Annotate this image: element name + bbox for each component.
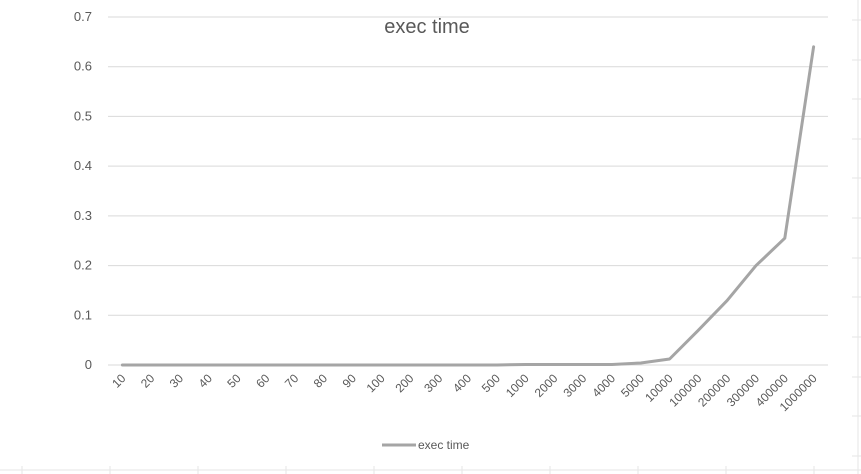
y-tick-label: 0.5 [74, 108, 92, 123]
x-tick-label: 3000 [561, 371, 590, 400]
x-tick-label: 200 [392, 371, 416, 395]
x-axis-ticks: 10 20 30 40 50 60 70 80 90 100 200 300 400 500 1000 200… [109, 371, 820, 414]
x-tick-label: 400 [450, 371, 474, 395]
y-tick-label: 0.6 [74, 59, 92, 74]
x-tick-label: 70 [282, 371, 302, 391]
y-tick-label: 0.3 [74, 208, 92, 223]
x-tick-label: 30 [167, 371, 187, 391]
y-tick-label: 0 [85, 357, 92, 372]
x-tick-label: 1000 [503, 371, 532, 400]
x-tick-label: 80 [311, 371, 331, 391]
chart-gridlines [108, 16, 828, 366]
chart-title: exec time [384, 16, 470, 38]
x-tick-label: 500 [479, 371, 503, 395]
x-tick-label: 20 [138, 371, 158, 391]
x-tick-label: 90 [340, 371, 360, 391]
x-tick-label: 300 [421, 371, 445, 395]
x-tick-label: 4000 [589, 371, 618, 400]
legend-label: exec time [418, 438, 470, 452]
x-tick-label: 60 [253, 371, 273, 391]
y-tick-label: 0.2 [74, 258, 92, 273]
x-tick-label: 10 [109, 371, 129, 391]
x-tick-label: 2000 [532, 371, 561, 400]
legend: exec time [382, 438, 470, 452]
y-tick-label: 0.4 [74, 158, 92, 173]
x-tick-label: 100 [364, 371, 388, 395]
series-group [120, 45, 816, 367]
y-tick-label: 0.7 [74, 9, 92, 24]
x-tick-label: 40 [196, 371, 216, 391]
y-tick-label: 0.1 [74, 307, 92, 322]
series-line [120, 45, 816, 367]
y-axis-ticks: 0 0.1 0.2 0.3 0.4 0.5 0.6 0.7 [74, 9, 92, 372]
x-tick-label: 50 [224, 371, 244, 391]
